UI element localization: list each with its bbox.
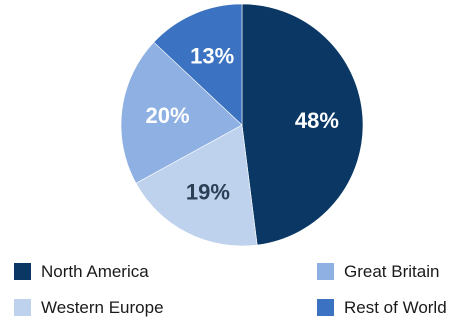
legend-label-rest-of-world: Rest of World: [344, 298, 447, 317]
legend: North America Great Britain Western Europe…: [14, 262, 447, 317]
legend-label-north-america: North America: [41, 262, 149, 281]
pie-slices: [120, 3, 364, 247]
legend-label-western-europe: Western Europe: [41, 298, 164, 317]
pie-slice-great-britain: [120, 41, 243, 184]
legend-swatch-western-europe: [14, 299, 31, 316]
slice-label-north-america: 48%: [295, 108, 339, 133]
pie-slice-labels: 48% 19% 20% 13%: [146, 44, 339, 205]
slice-label-western-europe: 19%: [186, 179, 230, 204]
pie-slice-western-europe: [135, 124, 258, 247]
legend-swatch-rest-of-world: [317, 299, 334, 316]
legend-item-western-europe: Western Europe: [14, 298, 164, 317]
legend-item-north-america: North America: [14, 262, 149, 281]
legend-item-rest-of-world: Rest of World: [317, 298, 447, 317]
pie-slice-rest-of-world: [153, 3, 243, 126]
slice-label-great-britain: 20%: [146, 103, 190, 128]
pie-slice-north-america: [241, 3, 364, 246]
legend-label-great-britain: Great Britain: [344, 262, 439, 281]
slice-label-rest-of-world: 13%: [190, 44, 234, 69]
legend-swatch-great-britain: [317, 263, 334, 280]
legend-item-great-britain: Great Britain: [317, 262, 439, 281]
legend-swatch-north-america: [14, 263, 31, 280]
